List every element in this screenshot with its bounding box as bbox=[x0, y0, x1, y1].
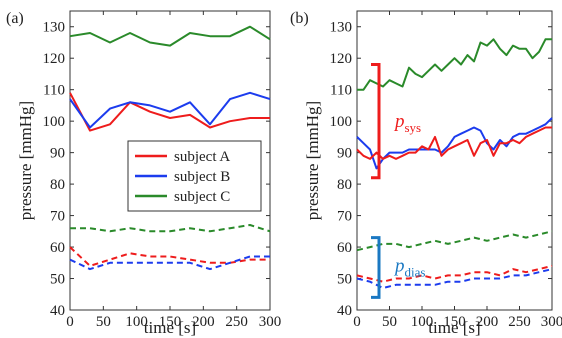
annotation-subscript: sys bbox=[405, 120, 422, 135]
y-tick-label: 120 bbox=[43, 51, 66, 67]
series-line-diastolic-5 bbox=[356, 268, 553, 289]
x-tick-label: 300 bbox=[259, 314, 282, 330]
legend-label: subject C bbox=[174, 189, 230, 205]
y-tick-label: 80 bbox=[337, 177, 352, 193]
annotation-bracket bbox=[371, 63, 381, 180]
series-line-diastolic-4 bbox=[356, 264, 553, 283]
x-tick-label: 150 bbox=[159, 314, 182, 330]
y-tick-label: 100 bbox=[43, 114, 66, 130]
legend: subject A subject B subject C bbox=[127, 140, 262, 212]
y-axis-label: pressure [mmHg] bbox=[303, 101, 322, 220]
plot-frame bbox=[356, 10, 553, 311]
y-tick-label: 40 bbox=[50, 303, 65, 319]
series-line-diastolic-3 bbox=[356, 230, 553, 252]
series-line-systolic-1 bbox=[69, 91, 271, 129]
y-tick-label: 70 bbox=[50, 209, 65, 225]
x-tick-label: 50 bbox=[382, 314, 397, 330]
x-tick-label: 0 bbox=[353, 314, 361, 330]
series-line-diastolic-4 bbox=[69, 255, 270, 271]
y-tick-label: 90 bbox=[50, 146, 65, 162]
x-tick-label: 300 bbox=[541, 314, 562, 330]
annotation-label: psys bbox=[393, 111, 421, 135]
x-tick-label: 100 bbox=[125, 314, 148, 330]
annotation-label: pdias bbox=[393, 256, 425, 280]
x-tick-label: 250 bbox=[225, 314, 248, 330]
x-tick-label: 200 bbox=[192, 314, 215, 330]
x-tick-label: 150 bbox=[443, 314, 466, 330]
annotation-symbol: p bbox=[393, 111, 405, 132]
y-tick-label: 120 bbox=[330, 51, 353, 67]
series-line-systolic-0 bbox=[357, 38, 552, 91]
y-tick-label: 110 bbox=[330, 83, 352, 99]
y-tick-label: 70 bbox=[337, 209, 352, 225]
y-tick-label: 90 bbox=[337, 146, 352, 162]
x-tick-label: 0 bbox=[66, 314, 74, 330]
series-line-diastolic-3 bbox=[69, 246, 270, 267]
x-axis-label: time [s] bbox=[144, 318, 196, 337]
x-tick-label: 200 bbox=[476, 314, 499, 330]
x-tick-label: 100 bbox=[411, 314, 434, 330]
x-tick-label: 250 bbox=[508, 314, 531, 330]
y-tick-label: 60 bbox=[337, 240, 352, 256]
y-tick-label: 40 bbox=[337, 303, 352, 319]
annotation-subscript: dias bbox=[405, 265, 426, 280]
x-axis-label: time [s] bbox=[428, 318, 480, 337]
annotation-bracket bbox=[371, 236, 381, 299]
legend-label: subject B bbox=[174, 169, 230, 185]
y-tick-label: 50 bbox=[50, 272, 65, 288]
y-tick-label: 80 bbox=[50, 177, 65, 193]
y-tick-label: 50 bbox=[337, 272, 352, 288]
y-tick-label: 100 bbox=[330, 114, 353, 130]
series-line-systolic-2 bbox=[356, 126, 552, 160]
y-axis-label: pressure [mmHg] bbox=[16, 101, 35, 220]
chart-panel-a: 0 50 100 150 200 250 300 40 50 60 70 80 90 100 110 120 1… bbox=[6, 10, 281, 337]
series-line-systolic-1 bbox=[356, 117, 553, 170]
panel-label: (a) bbox=[6, 10, 24, 27]
y-tick-label: 130 bbox=[330, 20, 353, 36]
annotation-symbol: p bbox=[393, 256, 405, 277]
series-line-systolic-2 bbox=[69, 25, 271, 47]
x-tick-label: 50 bbox=[96, 314, 111, 330]
series-line-diastolic-5 bbox=[70, 224, 271, 233]
series-line-systolic-0 bbox=[69, 92, 270, 132]
y-tick-label: 60 bbox=[50, 240, 65, 256]
chart-panel-b: 0 50 100 150 200 250 300 40 50 60 70 80 90 100 110 120 1… bbox=[290, 10, 562, 337]
y-tick-label: 130 bbox=[43, 20, 66, 36]
panel-label: (b) bbox=[290, 10, 309, 27]
legend-label: subject A bbox=[174, 149, 230, 165]
y-tick-label: 110 bbox=[43, 83, 65, 99]
